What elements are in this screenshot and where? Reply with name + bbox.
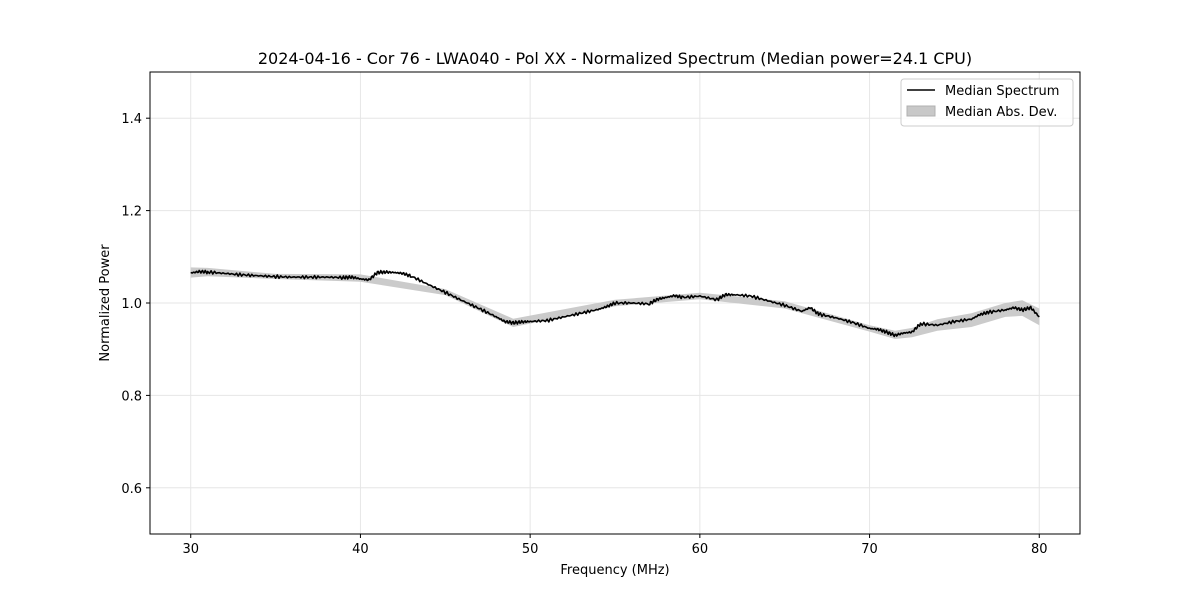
legend-label-median-spectrum: Median Spectrum xyxy=(945,84,1059,99)
legend: Median Spectrum Median Abs. Dev. xyxy=(900,78,1074,127)
y-axis-label: Normalized Power xyxy=(98,244,113,362)
x-tick-label: 50 xyxy=(522,542,539,557)
x-tick-label: 30 xyxy=(182,542,199,557)
y-tick-label: 0.8 xyxy=(121,389,142,404)
x-tick-label: 80 xyxy=(1031,542,1048,557)
y-axis-ticks: 0.6 0.8 1.0 1.2 1.4 xyxy=(121,112,150,497)
x-tick-label: 70 xyxy=(861,542,878,557)
y-tick-label: 1.0 xyxy=(121,297,142,312)
chart-title: 2024-04-16 - Cor 76 - LWA040 - Pol XX - … xyxy=(258,49,972,68)
median-line-layer xyxy=(190,269,1040,338)
x-axis-label: Frequency (MHz) xyxy=(560,563,669,578)
y-tick-label: 1.4 xyxy=(121,112,142,127)
y-tick-label: 0.6 xyxy=(121,482,142,497)
legend-box xyxy=(900,78,1074,127)
x-axis-ticks: 30 40 50 60 70 80 xyxy=(182,534,1048,557)
legend-label-median-abs-dev: Median Abs. Dev. xyxy=(945,105,1057,120)
median-spectrum-line xyxy=(190,269,1040,338)
x-tick-label: 40 xyxy=(352,542,369,557)
legend-band-swatch xyxy=(906,105,936,117)
y-tick-label: 1.2 xyxy=(121,205,142,220)
x-tick-label: 60 xyxy=(692,542,709,557)
